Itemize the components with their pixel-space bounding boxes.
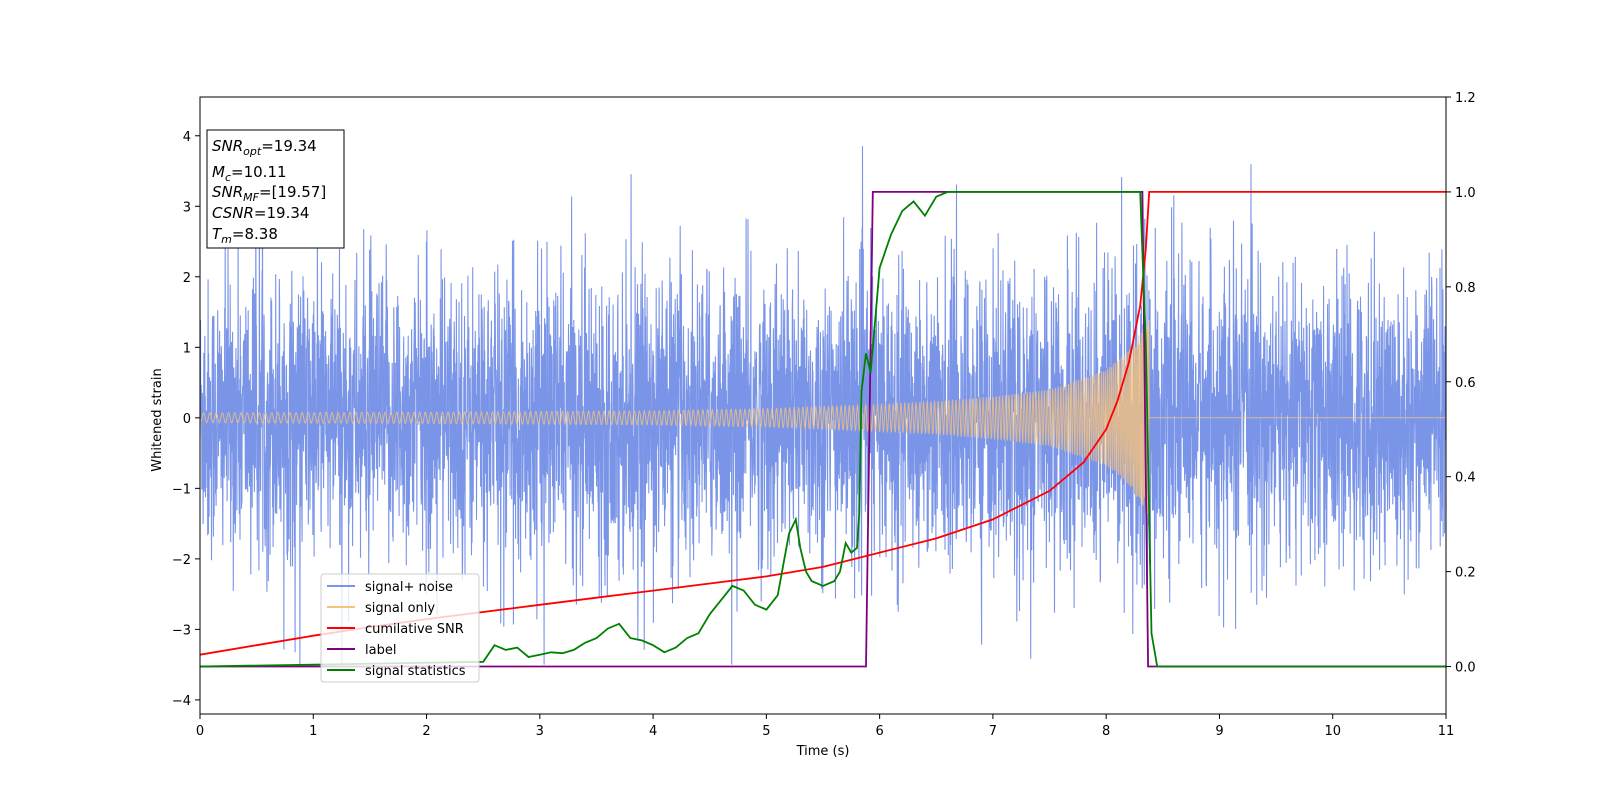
y-tick-label: 3 xyxy=(183,200,191,215)
x-tick-label: 3 xyxy=(536,724,544,739)
x-tick-label: 5 xyxy=(762,724,770,739)
x-tick-label: 0 xyxy=(196,724,204,739)
stats-annotation-box: SNRopt=19.34 Mc=10.11SNRMF=[19.57]CSNR=19… xyxy=(206,129,345,249)
legend-entry: signal statistics xyxy=(365,664,466,679)
x-tick-label: 4 xyxy=(649,724,657,739)
annotation-line: Tm=8.38 xyxy=(212,225,278,246)
y-axis-left: −4 −3 −2 −1 0 1 2 3 4 xyxy=(172,130,200,709)
x-tick-label: 2 xyxy=(422,724,430,739)
legend-entry: signal+ noise xyxy=(365,580,453,595)
y2-tick-label: 1.2 xyxy=(1455,91,1476,106)
y2-tick-label: 0.2 xyxy=(1455,566,1476,581)
y2-tick-label: 0.0 xyxy=(1455,661,1476,676)
y-tick-label: −4 xyxy=(172,694,191,709)
series-signal-statistics xyxy=(200,191,1446,668)
x-axis-label: Time (s) xyxy=(796,744,850,759)
legend-entry: signal only xyxy=(365,601,435,616)
series-signal-noise xyxy=(200,146,1446,665)
legend: signal+ noise signal only cumilative SNR la… xyxy=(320,573,480,683)
y-tick-label: −3 xyxy=(172,623,191,638)
annotation-box-frame xyxy=(206,129,345,249)
y2-tick-label: 0.8 xyxy=(1455,281,1476,296)
x-tick-label: 10 xyxy=(1324,724,1341,739)
y2-tick-label: 0.6 xyxy=(1455,376,1476,391)
x-tick-label: 9 xyxy=(1215,724,1223,739)
legend-frame xyxy=(320,573,480,683)
annotation-line: SNRMF=[19.57] xyxy=(212,183,326,204)
legend-entry: cumilative SNR xyxy=(365,622,464,637)
y-tick-label: 1 xyxy=(183,341,191,356)
y-tick-label: 4 xyxy=(183,130,191,145)
y-tick-label: 0 xyxy=(183,412,191,427)
annotation-line: Mc=10.11 xyxy=(212,163,287,184)
y-axis-right: 0.0 0.2 0.4 0.6 0.8 1.0 1.2 xyxy=(1446,91,1476,676)
legend-entry: label xyxy=(365,643,396,658)
x-tick-label: 1 xyxy=(309,724,317,739)
series-signal-only xyxy=(200,319,1446,519)
y2-tick-label: 1.0 xyxy=(1455,186,1476,201)
annotation-line: SNRopt=19.34 xyxy=(212,137,317,158)
x-axis: 0 1 2 3 4 5 6 7 8 9 10 11 xyxy=(196,714,1454,739)
x-tick-label: 6 xyxy=(875,724,883,739)
y-tick-label: −2 xyxy=(172,553,191,568)
y-axis-label: Whitened strain xyxy=(150,368,165,471)
annotation-line: CSNR=19.34 xyxy=(212,204,309,222)
y-tick-label: 2 xyxy=(183,271,191,286)
y-tick-label: −1 xyxy=(172,482,191,497)
x-tick-label: 8 xyxy=(1102,724,1110,739)
x-tick-label: 11 xyxy=(1438,724,1455,739)
plot-frame xyxy=(199,96,1447,715)
x-tick-label: 7 xyxy=(989,724,997,739)
y2-tick-label: 0.4 xyxy=(1455,471,1476,486)
